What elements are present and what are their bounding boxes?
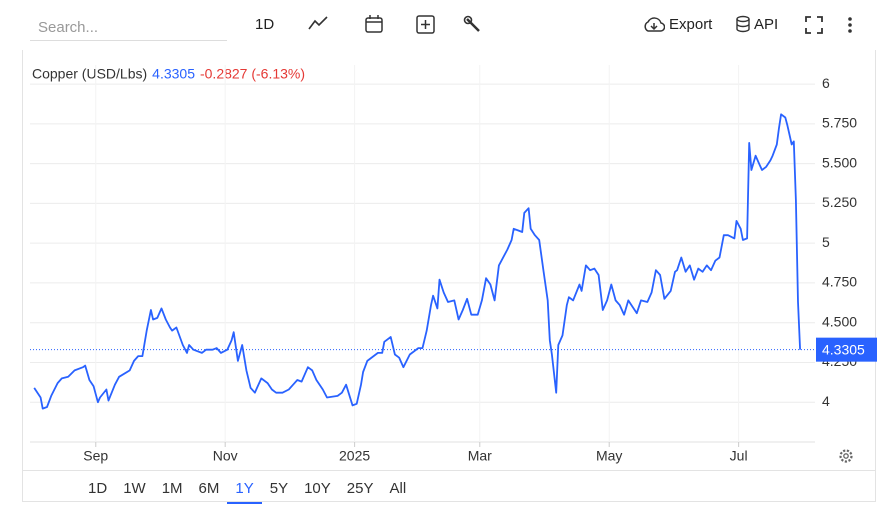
range-button[interactable]: 10Y: [304, 480, 331, 497]
range-button[interactable]: 25Y: [346, 480, 374, 497]
fullscreen-icon[interactable]: [805, 16, 823, 34]
range-buttons: 1D 1W 1M 6M 1Y 5Y 10Y 25Y All: [80, 474, 414, 504]
chart-panel: [22, 50, 876, 502]
calendar-icon[interactable]: [364, 14, 384, 34]
add-icon[interactable]: [416, 15, 436, 35]
settings-wrench-icon[interactable]: [463, 15, 483, 35]
export-icon[interactable]: [643, 16, 665, 34]
search-placeholder: Search...: [38, 19, 99, 36]
range-button[interactable]: 1W: [123, 480, 146, 497]
range-button[interactable]: 1D: [88, 480, 108, 497]
range-button[interactable]: 6M: [198, 480, 220, 497]
search-box[interactable]: Search...: [30, 10, 227, 41]
export-button[interactable]: Export: [669, 16, 713, 33]
range-button[interactable]: 1Y: [227, 474, 262, 504]
range-button[interactable]: 1M: [161, 480, 183, 497]
range-bar: [23, 470, 875, 503]
line-icon[interactable]: [308, 15, 328, 31]
range-button[interactable]: 5Y: [269, 480, 289, 497]
interval-button[interactable]: 1D: [255, 16, 275, 33]
range-button[interactable]: All: [389, 480, 407, 497]
menu-icon[interactable]: [846, 16, 854, 34]
api-icon[interactable]: [735, 15, 751, 33]
api-button[interactable]: API: [754, 16, 779, 33]
